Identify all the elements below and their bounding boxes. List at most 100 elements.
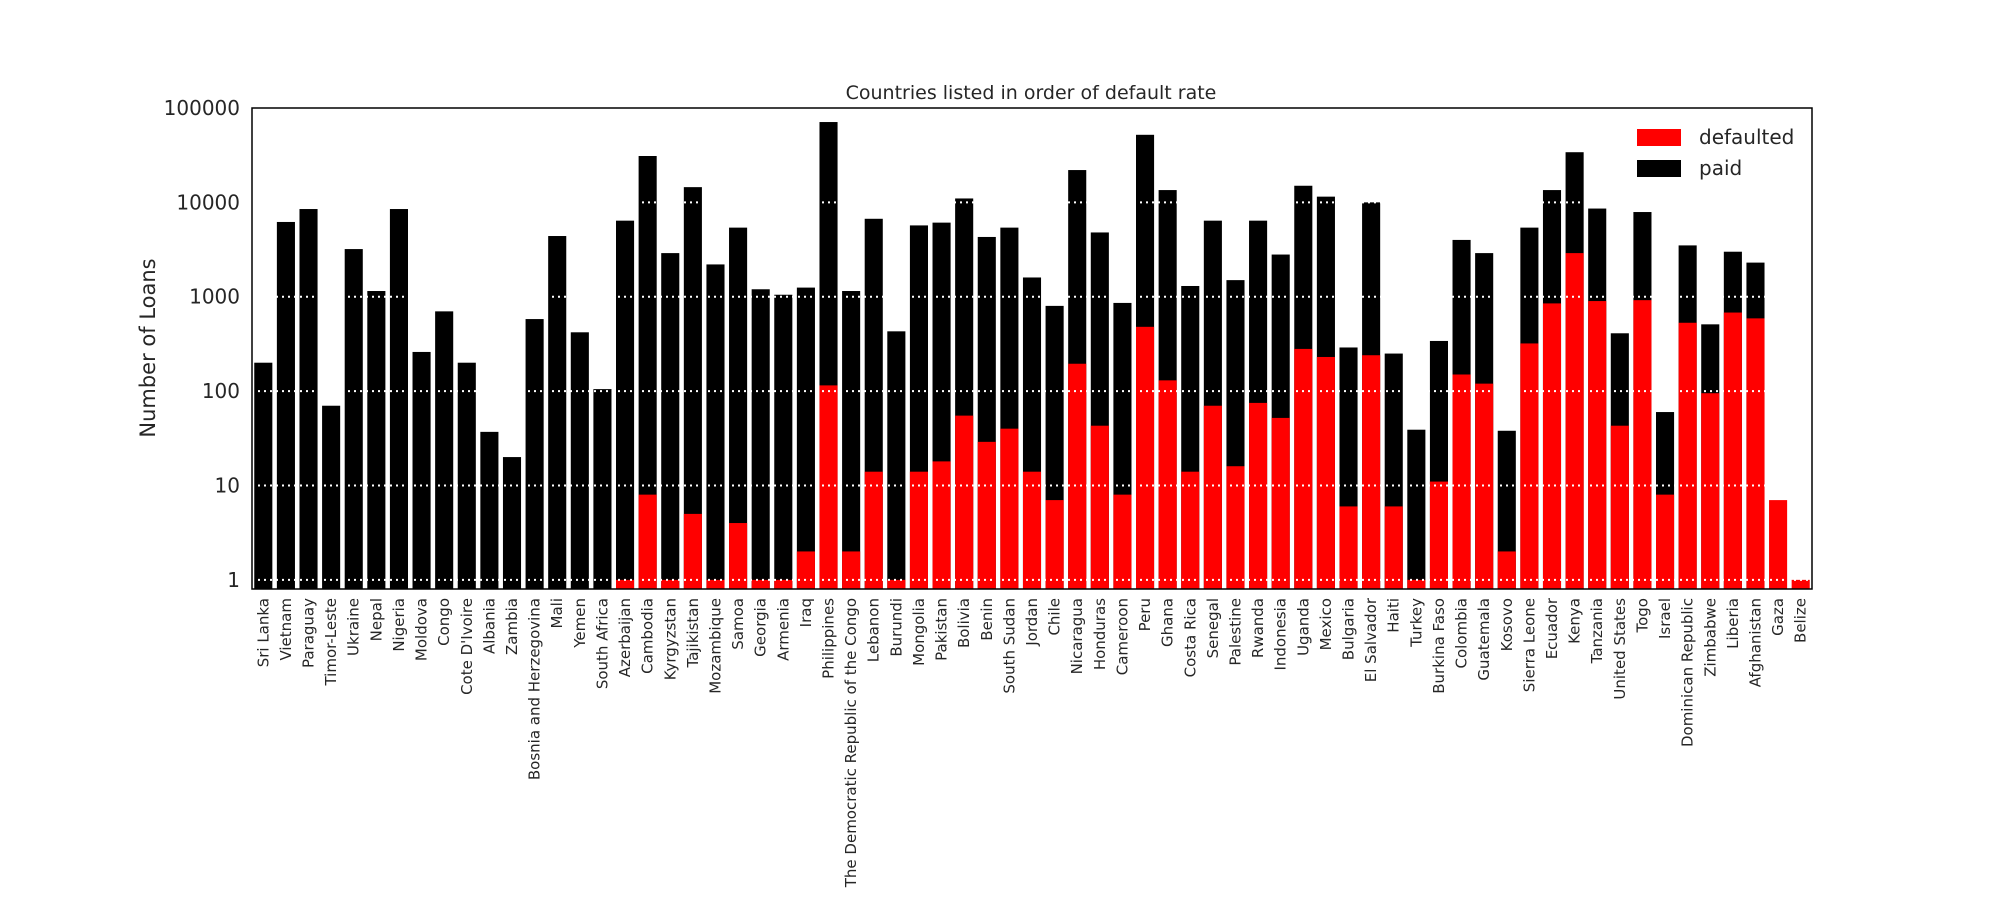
bar-paid-kyrgyzstan — [661, 253, 680, 589]
x-tick-label: Palestine — [1226, 598, 1244, 666]
bar-paid-timor-leste — [322, 405, 341, 589]
x-tick-label: Nigeria — [390, 598, 408, 652]
bar-defaulted-senegal — [1203, 405, 1222, 589]
bar-defaulted-bulgaria — [1339, 506, 1358, 589]
bar-defaulted-cameroon — [1113, 494, 1132, 589]
x-tick-label: Ukraine — [345, 598, 363, 656]
x-tick-label: Tajikistan — [684, 598, 702, 668]
legend: defaulted paid — [1637, 125, 1794, 180]
bar-paid-georgia — [751, 289, 770, 589]
x-tick-label: Cameroon — [1113, 598, 1131, 675]
bar-defaulted-georgia — [751, 579, 770, 589]
x-tick-label: Gaza — [1769, 598, 1787, 636]
legend-swatch-defaulted — [1637, 129, 1681, 146]
legend-label-paid: paid — [1699, 156, 1742, 180]
x-tick-label: Honduras — [1091, 598, 1109, 670]
x-tick-label: Samoa — [729, 598, 747, 650]
bar-defaulted-united-states — [1610, 425, 1629, 589]
x-tick-label: Afghanistan — [1746, 598, 1764, 687]
x-tick-label: South Sudan — [1000, 598, 1018, 694]
x-tick-label: Bolivia — [955, 598, 973, 648]
bar-paid-yemen — [570, 332, 589, 589]
bar-paid-albania — [480, 431, 499, 589]
x-tick-label: Nepal — [367, 598, 385, 641]
bar-defaulted-liberia — [1723, 312, 1742, 589]
bar-defaulted-ecuador — [1542, 303, 1562, 589]
bar-paid-azerbaijan — [616, 220, 635, 590]
bar-defaulted-armenia — [774, 579, 793, 589]
bar-defaulted-turkey — [1407, 579, 1426, 589]
x-tick-label: Rwanda — [1249, 598, 1267, 658]
bar-paid-mozambique — [706, 264, 725, 589]
bar-defaulted-kenya — [1565, 253, 1584, 589]
bar-paid-samoa — [729, 227, 748, 589]
bar-defaulted-zimbabwe — [1701, 393, 1720, 589]
x-tick-label: Haiti — [1385, 598, 1403, 633]
x-tick-label: Bosnia and Herzegovina — [526, 598, 544, 780]
bar-defaulted-iraq — [796, 551, 815, 589]
x-tick-label: Guatemala — [1475, 598, 1493, 681]
bar-defaulted-pakistan — [932, 461, 951, 589]
x-tick-label: Mongolia — [910, 598, 928, 666]
bar-defaulted-bolivia — [955, 415, 974, 589]
x-tick-label: Ghana — [1159, 598, 1177, 647]
x-tick-label: Pakistan — [933, 598, 951, 661]
bar-paid-paraguay — [299, 209, 318, 589]
bar-paid-turkey — [1407, 429, 1426, 589]
bar-defaulted-honduras — [1090, 425, 1109, 589]
y-tick-label: 100000 — [164, 96, 240, 120]
bar-paid-zambia — [502, 457, 522, 589]
x-tick-label: Benin — [978, 598, 996, 641]
y-tick-label: 100 — [202, 379, 240, 403]
legend-swatch-paid — [1637, 160, 1681, 177]
bar-defaulted-kyrgyzstan — [661, 579, 680, 589]
bar-defaulted-afghanistan — [1746, 318, 1765, 589]
x-tick-label: Armenia — [774, 598, 792, 661]
bar-paid-armenia — [774, 294, 793, 589]
bar-defaulted-samoa — [729, 523, 748, 589]
bar-defaulted-guatemala — [1475, 383, 1494, 589]
x-tick-label: Ecuador — [1543, 597, 1561, 659]
bar-paid-mali — [548, 236, 567, 589]
x-tick-label: Mexico — [1317, 598, 1335, 650]
bar-paid-south-africa — [593, 389, 612, 589]
x-tick-label: Georgia — [752, 598, 770, 657]
x-tick-label: Mali — [548, 598, 566, 628]
bar-defaulted-the-democratic-republic-of-the-congo — [842, 551, 861, 589]
bar-defaulted-el-salvador — [1362, 355, 1381, 589]
x-tick-label: Costa Rica — [1181, 598, 1199, 677]
x-tick-label: Cambodia — [639, 598, 657, 674]
x-tick-label: Burkina Faso — [1430, 598, 1448, 694]
bar-defaulted-peru — [1136, 326, 1155, 589]
bar-paid-tajikistan — [683, 187, 702, 589]
bar-defaulted-burundi — [887, 579, 906, 589]
x-tick-label: Timor-Leste — [322, 598, 340, 687]
bar-defaulted-ghana — [1158, 380, 1177, 589]
bar-defaulted-tajikistan — [683, 513, 702, 589]
x-tick-label: United States — [1611, 598, 1629, 700]
bar-defaulted-mexico — [1316, 356, 1335, 589]
x-tick-label: Turkey — [1407, 598, 1425, 648]
bar-paid-vietnam — [276, 221, 295, 590]
bar-defaulted-dominican-republic — [1678, 322, 1697, 589]
x-tick-label: Sri Lanka — [254, 598, 272, 667]
x-tick-label: Israel — [1656, 598, 1674, 639]
bar-defaulted-uganda — [1294, 348, 1313, 589]
bar-defaulted-sierra-leone — [1520, 343, 1539, 589]
y-tick-label: 10 — [215, 473, 240, 497]
x-tick-label: Cote D'Ivoire — [458, 598, 476, 695]
bar-paid-bosnia-and-herzegovina — [525, 319, 544, 589]
bar-defaulted-philippines — [819, 385, 838, 589]
bar-defaulted-south-sudan — [1000, 428, 1019, 589]
x-tick-label: Iraq — [797, 598, 815, 627]
x-tick-label: Philippines — [820, 598, 838, 679]
x-tick-label: Albania — [480, 598, 498, 654]
bar-defaulted-palestine — [1226, 466, 1245, 589]
x-tick-label: Liberia — [1724, 598, 1742, 649]
bar-defaulted-chile — [1045, 500, 1064, 589]
bar-paid-cote-d-ivoire — [457, 362, 476, 589]
bar-defaulted-azerbaijan — [616, 579, 635, 589]
bar-paid-kosovo — [1497, 430, 1516, 589]
x-tick-label: Peru — [1136, 598, 1154, 631]
